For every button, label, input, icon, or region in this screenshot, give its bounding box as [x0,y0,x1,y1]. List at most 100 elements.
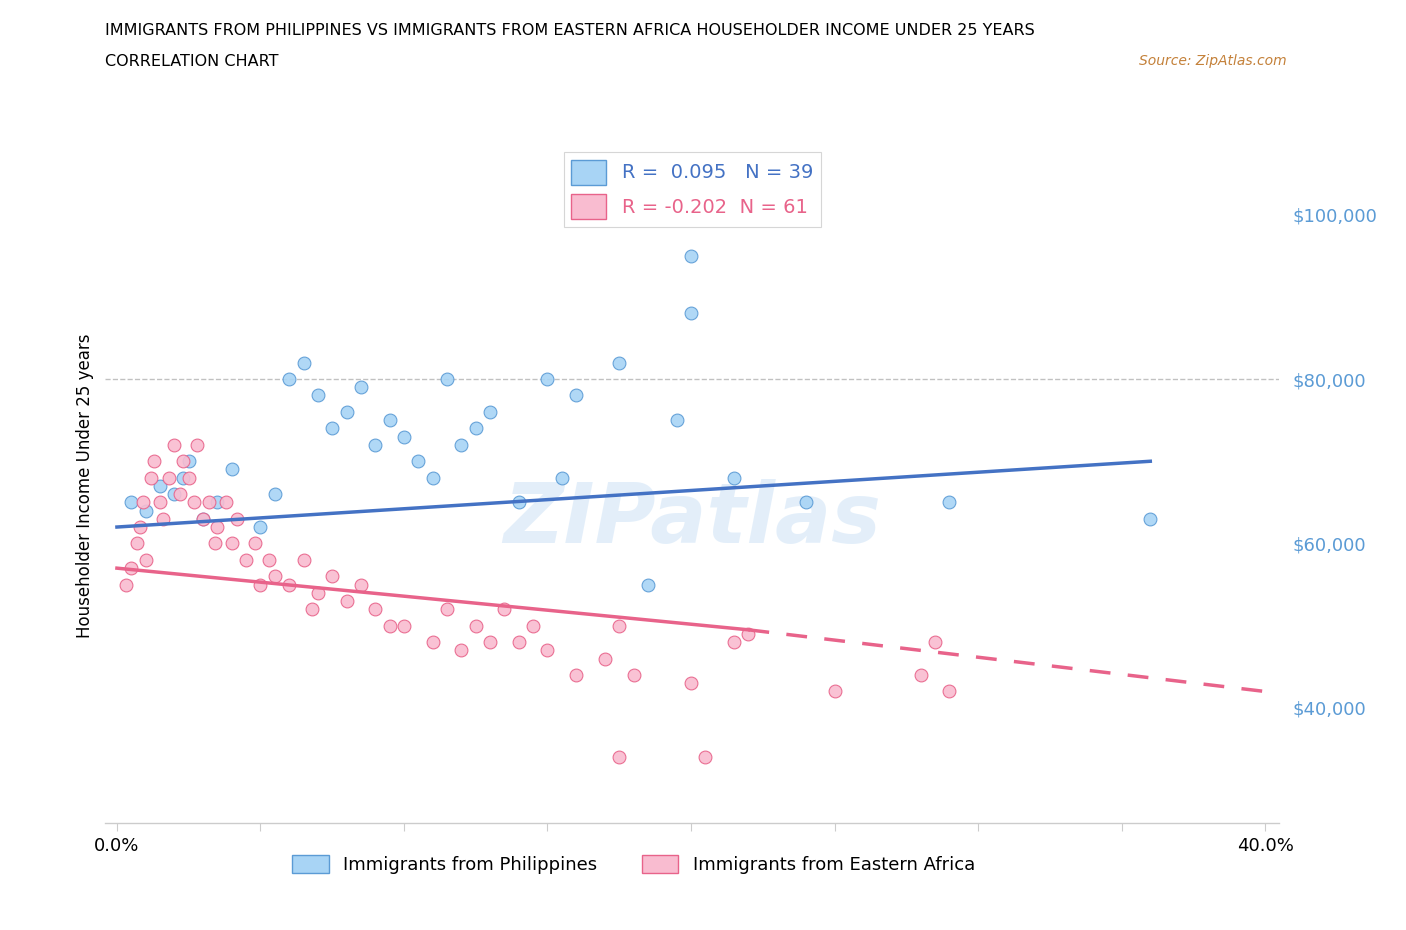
Point [114,578,136,592]
Point [551,471,574,485]
Point [257,552,280,567]
Point [794,495,817,510]
Point [392,429,415,444]
Point [494,602,516,617]
Point [207,520,229,535]
Point [278,372,301,387]
Point [120,561,142,576]
Point [422,634,444,649]
Point [607,618,630,633]
Point [422,471,444,485]
Point [364,602,387,617]
Point [436,372,458,387]
Point [723,634,745,649]
Point [221,462,243,477]
Point [593,651,616,666]
Point [292,355,315,370]
Point [1139,512,1161,526]
Point [910,668,932,683]
Legend: Immigrants from Philippines, Immigrants from Eastern Africa: Immigrants from Philippines, Immigrants … [285,847,983,882]
Point [522,618,544,633]
Point [679,306,702,321]
Point [177,454,200,469]
Y-axis label: Householder Income Under 25 years: Householder Income Under 25 years [76,334,94,638]
Point [508,634,530,649]
Point [479,634,502,649]
Point [679,248,702,263]
Point [378,413,401,428]
Point [450,643,472,658]
Point [120,495,142,510]
Point [335,405,357,419]
Point [924,634,946,649]
Point [172,471,194,485]
Point [321,421,343,436]
Point [824,684,846,699]
Point [565,668,588,683]
Text: IMMIGRANTS FROM PHILIPPINES VS IMMIGRANTS FROM EASTERN AFRICA HOUSEHOLDER INCOME: IMMIGRANTS FROM PHILIPPINES VS IMMIGRANT… [105,23,1035,38]
Point [350,578,373,592]
Point [128,520,150,535]
Point [169,486,191,501]
Point [450,437,472,452]
Point [191,512,214,526]
Point [292,552,315,567]
Point [479,405,502,419]
Point [135,552,157,567]
Point [204,536,226,551]
Point [364,437,387,452]
Point [143,454,166,469]
Point [938,684,960,699]
Point [695,750,717,764]
Point [152,512,174,526]
Point [125,536,148,551]
Point [163,437,186,452]
Text: CORRELATION CHART: CORRELATION CHART [105,54,278,69]
Point [132,495,155,510]
Point [183,495,205,510]
Point [723,471,745,485]
Point [249,578,271,592]
Point [378,618,401,633]
Point [197,495,219,510]
Point [665,413,688,428]
Point [249,520,271,535]
Point [623,668,645,683]
Point [172,454,194,469]
Point [335,593,357,608]
Point [263,486,285,501]
Point [301,602,323,617]
Point [235,552,257,567]
Point [141,471,163,485]
Point [392,618,415,633]
Point [607,750,630,764]
Point [307,585,329,600]
Point [508,495,530,510]
Point [186,437,208,452]
Point [243,536,266,551]
Point [679,676,702,691]
Point [207,495,229,510]
Point [191,512,214,526]
Point [278,578,301,592]
Point [464,421,486,436]
Point [149,478,172,493]
Point [565,388,588,403]
Point [177,471,200,485]
Point [226,512,249,526]
Point [607,355,630,370]
Point [938,495,960,510]
Point [135,503,157,518]
Point [536,372,558,387]
Point [157,471,180,485]
Point [408,454,430,469]
Point [321,569,343,584]
Point [221,536,243,551]
Point [163,486,186,501]
Point [350,379,373,394]
Text: Source: ZipAtlas.com: Source: ZipAtlas.com [1139,54,1286,68]
Point [263,569,285,584]
Point [536,643,558,658]
Point [464,618,486,633]
Text: ZIPatlas: ZIPatlas [503,479,882,560]
